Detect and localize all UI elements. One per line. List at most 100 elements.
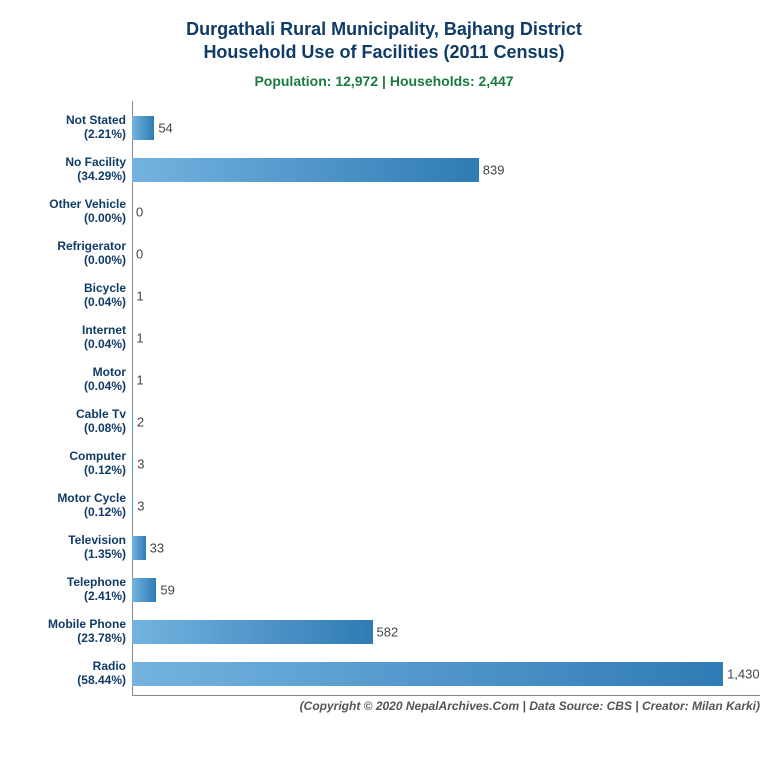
category-name: Refrigerator	[20, 240, 126, 254]
bar	[132, 410, 133, 434]
category-name: Bicycle	[20, 282, 126, 296]
chart-title: Durgathali Rural Municipality, Bajhang D…	[10, 18, 758, 63]
bar-zone: 1	[132, 317, 760, 359]
chart-title-line2: Household Use of Facilities (2011 Census…	[10, 41, 758, 64]
category-label: Cable Tv(0.08%)	[20, 408, 132, 436]
category-name: Motor	[20, 366, 126, 380]
category-name: Not Stated	[20, 114, 126, 128]
bar-zone: 1	[132, 275, 760, 317]
category-pct: (0.00%)	[20, 254, 126, 268]
bar	[132, 452, 133, 476]
bar-zone: 839	[132, 149, 760, 191]
bar	[132, 578, 156, 602]
category-pct: (0.08%)	[20, 422, 126, 436]
bar-row: Other Vehicle(0.00%) 0	[20, 191, 760, 233]
bar	[132, 494, 133, 518]
category-name: Radio	[20, 660, 126, 674]
category-label: Computer(0.12%)	[20, 450, 132, 478]
bar-zone: 1,430	[132, 653, 760, 695]
bar-value: 0	[136, 205, 143, 220]
category-name: Other Vehicle	[20, 198, 126, 212]
bar-row: Motor(0.04%) 1	[20, 359, 760, 401]
category-pct: (58.44%)	[20, 674, 126, 688]
bar-row: Telephone(2.41%) 59	[20, 569, 760, 611]
category-pct: (0.12%)	[20, 464, 126, 478]
bar-value: 3	[137, 457, 144, 472]
category-name: Mobile Phone	[20, 618, 126, 632]
bar-row: Bicycle(0.04%) 1	[20, 275, 760, 317]
category-pct: (23.78%)	[20, 632, 126, 646]
bar-value: 1	[136, 289, 143, 304]
bar-zone: 1	[132, 359, 760, 401]
category-label: Other Vehicle(0.00%)	[20, 198, 132, 226]
bar-row: Computer(0.12%) 3	[20, 443, 760, 485]
bar-value: 1	[136, 331, 143, 346]
category-name: Cable Tv	[20, 408, 126, 422]
bar-row: Cable Tv(0.08%) 2	[20, 401, 760, 443]
bar-zone: 2	[132, 401, 760, 443]
category-pct: (2.21%)	[20, 128, 126, 142]
bar-zone: 3	[132, 443, 760, 485]
category-pct: (0.04%)	[20, 380, 126, 394]
bar	[132, 536, 146, 560]
bar-value: 1,430	[727, 667, 760, 682]
category-label: Television(1.35%)	[20, 534, 132, 562]
chart-credit: (Copyright © 2020 NepalArchives.Com | Da…	[300, 699, 760, 713]
category-label: Not Stated(2.21%)	[20, 114, 132, 142]
category-label: Motor Cycle(0.12%)	[20, 492, 132, 520]
category-pct: (0.12%)	[20, 506, 126, 520]
category-label: Motor(0.04%)	[20, 366, 132, 394]
bar-value: 839	[483, 163, 505, 178]
bar-row: Mobile Phone(23.78%) 582	[20, 611, 760, 653]
category-name: Television	[20, 534, 126, 548]
category-label: Telephone(2.41%)	[20, 576, 132, 604]
bar	[132, 662, 723, 686]
bar-value: 1	[136, 373, 143, 388]
category-label: Bicycle(0.04%)	[20, 282, 132, 310]
bar-value: 59	[160, 583, 174, 598]
category-pct: (1.35%)	[20, 548, 126, 562]
bar-zone: 59	[132, 569, 760, 611]
bar-row: Radio(58.44%) 1,430	[20, 653, 760, 695]
category-name: Internet	[20, 324, 126, 338]
category-name: No Facility	[20, 156, 126, 170]
category-label: Refrigerator(0.00%)	[20, 240, 132, 268]
bar-value: 33	[150, 541, 164, 556]
bar-value: 3	[137, 499, 144, 514]
bar-zone: 0	[132, 233, 760, 275]
bar-value: 54	[158, 121, 172, 136]
category-label: Internet(0.04%)	[20, 324, 132, 352]
bar	[132, 116, 154, 140]
category-pct: (2.41%)	[20, 590, 126, 604]
bar-row: Refrigerator(0.00%) 0	[20, 233, 760, 275]
category-name: Computer	[20, 450, 126, 464]
bar-zone: 582	[132, 611, 760, 653]
category-label: Mobile Phone(23.78%)	[20, 618, 132, 646]
bar-row: Not Stated(2.21%) 54	[20, 107, 760, 149]
bar-value: 0	[136, 247, 143, 262]
chart-subtitle: Population: 12,972 | Households: 2,447	[10, 73, 758, 89]
bar-row: Television(1.35%) 33	[20, 527, 760, 569]
bar-value: 582	[377, 625, 399, 640]
x-axis	[132, 695, 760, 696]
bar-row: No Facility(34.29%) 839	[20, 149, 760, 191]
category-pct: (34.29%)	[20, 170, 126, 184]
bar-zone: 0	[132, 191, 760, 233]
bar-zone: 54	[132, 107, 760, 149]
bar-zone: 3	[132, 485, 760, 527]
bar	[132, 158, 479, 182]
category-label: Radio(58.44%)	[20, 660, 132, 688]
chart-title-line1: Durgathali Rural Municipality, Bajhang D…	[10, 18, 758, 41]
category-pct: (0.00%)	[20, 212, 126, 226]
category-pct: (0.04%)	[20, 338, 126, 352]
bar-value: 2	[137, 415, 144, 430]
category-name: Motor Cycle	[20, 492, 126, 506]
bar	[132, 620, 373, 644]
plot-area: (Copyright © 2020 NepalArchives.Com | Da…	[20, 101, 760, 711]
bar-row: Motor Cycle(0.12%) 3	[20, 485, 760, 527]
bar-row: Internet(0.04%) 1	[20, 317, 760, 359]
category-pct: (0.04%)	[20, 296, 126, 310]
bar-zone: 33	[132, 527, 760, 569]
category-name: Telephone	[20, 576, 126, 590]
category-label: No Facility(34.29%)	[20, 156, 132, 184]
